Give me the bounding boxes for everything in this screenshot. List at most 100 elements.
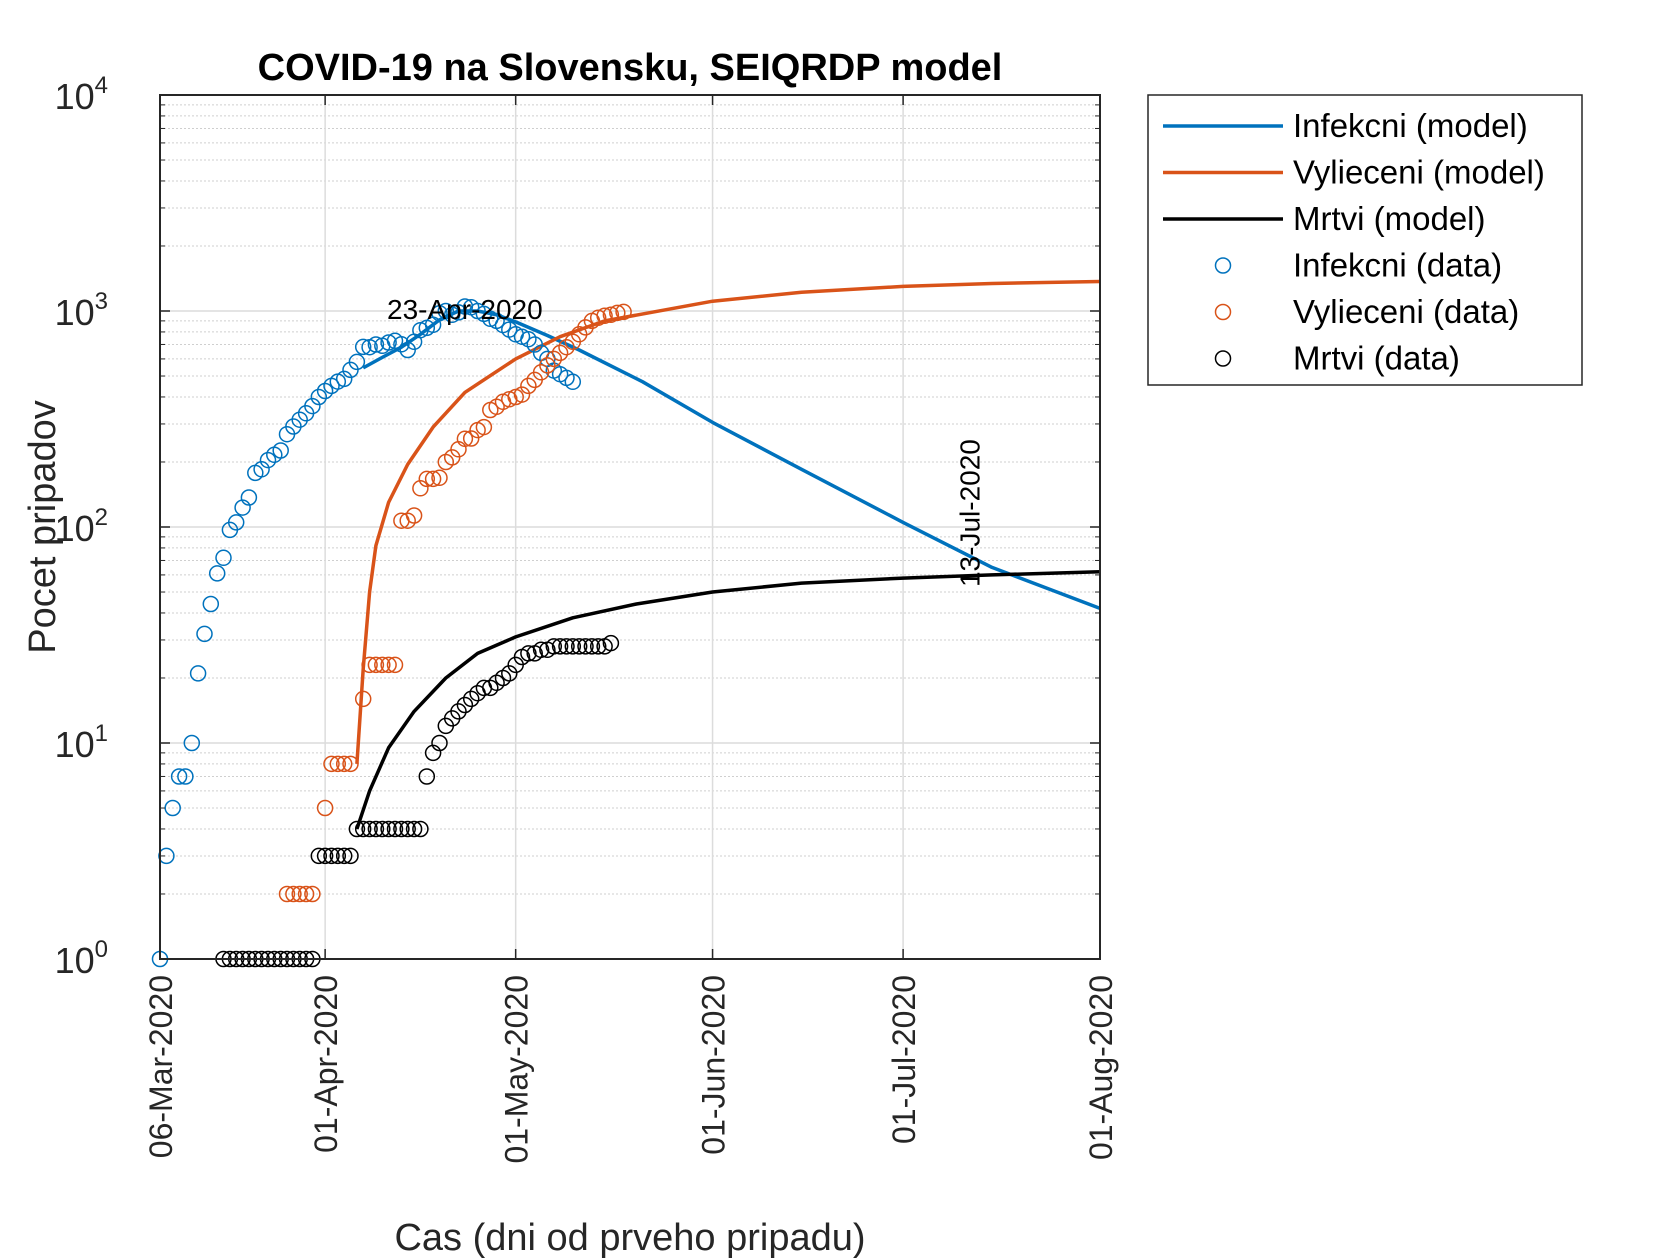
data-point bbox=[405, 820, 423, 838]
data-point bbox=[456, 696, 474, 714]
plot-series bbox=[151, 279, 1101, 968]
data-point bbox=[380, 656, 397, 674]
data-point bbox=[399, 820, 416, 838]
data-point bbox=[431, 734, 448, 752]
annotations: 23-Apr-2020 13-Jul-2020 bbox=[387, 294, 985, 587]
data-point bbox=[329, 755, 347, 773]
legend-label: Mrtvi (model) bbox=[1293, 200, 1486, 237]
data-point bbox=[545, 350, 563, 368]
data-point bbox=[354, 690, 372, 708]
x-tick-label: 01-Jun-2020 bbox=[696, 975, 732, 1155]
legend-marker-swatch bbox=[1214, 257, 1232, 274]
x-axis-label: Cas (dni od prveho pripadu) bbox=[394, 1217, 865, 1259]
data-point bbox=[596, 307, 613, 325]
data-point bbox=[291, 885, 308, 903]
data-point bbox=[342, 847, 359, 865]
data-point bbox=[323, 847, 340, 865]
data-point bbox=[513, 386, 531, 403]
data-point bbox=[310, 388, 328, 406]
data-point bbox=[609, 304, 626, 322]
chart-legend: Infekcni (model) Vylieceni (model) Mrtvi (… bbox=[1147, 94, 1583, 386]
data-point bbox=[354, 820, 372, 838]
data-point bbox=[539, 357, 556, 374]
legend-label: Vylieceni (data) bbox=[1293, 293, 1519, 330]
data-point bbox=[456, 430, 474, 448]
data-point bbox=[310, 847, 328, 865]
series-line bbox=[362, 309, 1101, 611]
data-point bbox=[462, 430, 480, 447]
data-point bbox=[196, 625, 213, 643]
data-point bbox=[558, 638, 575, 655]
data-point bbox=[335, 755, 353, 773]
data-point bbox=[348, 353, 366, 371]
data-point bbox=[354, 338, 372, 356]
data-point bbox=[323, 755, 340, 773]
legend-box bbox=[1147, 94, 1583, 386]
data-point bbox=[564, 638, 582, 655]
legend-label: Infekcni (data) bbox=[1293, 247, 1502, 284]
data-point bbox=[367, 820, 385, 838]
data-point bbox=[208, 565, 226, 582]
y-tick-label: 104 bbox=[55, 72, 108, 117]
legend-marker-swatch bbox=[1214, 303, 1232, 321]
data-point bbox=[589, 309, 607, 327]
data-point bbox=[253, 461, 270, 478]
y-tick-label: 101 bbox=[55, 720, 108, 765]
data-point bbox=[189, 665, 207, 682]
x-tick-label: 01-Apr-2020 bbox=[308, 975, 344, 1153]
data-point bbox=[278, 885, 296, 903]
data-point bbox=[386, 820, 404, 838]
series-line bbox=[355, 279, 1101, 765]
data-point bbox=[259, 451, 277, 469]
data-point bbox=[202, 595, 220, 613]
data-point bbox=[227, 514, 245, 531]
y-tick-label: 100 bbox=[55, 936, 108, 981]
data-point bbox=[158, 847, 175, 865]
annotation-label: 13-Jul-2020 bbox=[954, 439, 985, 587]
data-point bbox=[570, 638, 588, 655]
annotation-label: 23-Apr-2020 bbox=[387, 294, 543, 325]
data-point bbox=[393, 336, 410, 353]
x-tick-label: 01-Jul-2020 bbox=[886, 975, 922, 1144]
data-point bbox=[374, 656, 391, 674]
data-point bbox=[520, 645, 537, 662]
data-point bbox=[272, 442, 289, 459]
data-point bbox=[380, 334, 397, 351]
data-point bbox=[240, 489, 258, 506]
data-point bbox=[577, 638, 594, 655]
data-point bbox=[602, 306, 620, 324]
data-point bbox=[291, 411, 308, 428]
data-point bbox=[418, 768, 436, 785]
data-point bbox=[285, 885, 302, 903]
data-point bbox=[526, 336, 543, 353]
legend-marker-swatch bbox=[1214, 350, 1232, 367]
data-point bbox=[367, 656, 385, 674]
data-point bbox=[424, 470, 442, 488]
data-point bbox=[577, 319, 594, 336]
series-line bbox=[355, 570, 1101, 830]
data-point bbox=[316, 799, 334, 817]
data-point bbox=[329, 847, 347, 865]
data-point bbox=[335, 847, 353, 865]
data-point bbox=[412, 820, 429, 838]
data-point bbox=[297, 885, 315, 903]
data-point bbox=[545, 638, 563, 655]
data-point bbox=[304, 885, 321, 903]
data-point bbox=[520, 377, 537, 395]
data-point bbox=[615, 303, 632, 321]
axis-ticks: 100 101 102 103 104 06-Mar-2020 01-Apr-2020 01-… bbox=[55, 72, 1119, 1164]
data-point bbox=[399, 341, 416, 359]
data-point bbox=[386, 656, 404, 674]
data-point bbox=[164, 799, 181, 817]
data-point bbox=[393, 820, 410, 838]
data-point bbox=[380, 820, 397, 838]
data-point bbox=[170, 768, 188, 785]
data-point bbox=[405, 507, 423, 524]
legend-label: Vylieceni (model) bbox=[1293, 154, 1545, 191]
data-point bbox=[558, 338, 575, 356]
data-point bbox=[335, 370, 353, 388]
data-point bbox=[316, 847, 334, 865]
data-point bbox=[450, 703, 467, 720]
data-point bbox=[177, 768, 194, 785]
